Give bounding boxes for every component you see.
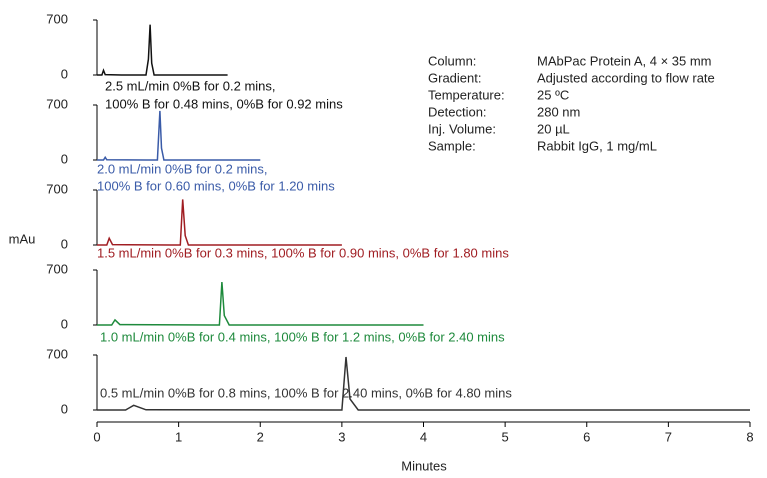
y-tick-label: 0: [61, 401, 68, 416]
x-tick-label: 2: [257, 429, 264, 444]
y-tick-label: 700: [46, 261, 68, 276]
info-value: MAbPac Protein A, 4 × 35 mm: [537, 53, 712, 68]
x-tick-label: 4: [420, 429, 427, 444]
y-tick-label: 0: [61, 151, 68, 166]
trace-label: 1.0 mL/min 0%B for 0.4 mins, 100% B for …: [100, 329, 505, 344]
info-key: Column:: [428, 53, 476, 68]
info-value: 20 µL: [537, 121, 570, 136]
trace: [97, 281, 424, 326]
info-key: Detection:: [428, 104, 487, 119]
info-value: 25 ºC: [537, 87, 569, 102]
y-tick-label: 700: [46, 96, 68, 111]
info-key: Inj. Volume:: [428, 121, 496, 136]
x-axis-label: Minutes: [401, 458, 447, 473]
trace: [97, 356, 750, 411]
y-tick-label: 700: [46, 346, 68, 361]
trace: [97, 110, 261, 161]
x-tick-label: 6: [583, 429, 590, 444]
trace-label: 1.5 mL/min 0%B for 0.3 mins, 100% B for …: [97, 245, 509, 260]
trace: [97, 199, 342, 246]
x-tick-label: 3: [338, 429, 345, 444]
x-tick-label: 7: [665, 429, 672, 444]
x-tick-label: 5: [502, 429, 509, 444]
trace-label: 100% B for 0.60 mins, 0%B for 1.20 mins: [97, 178, 335, 193]
y-tick-label: 0: [61, 66, 68, 81]
info-value: 280 nm: [537, 104, 580, 119]
x-tick-label: 8: [746, 429, 753, 444]
trace-label: 100% B for 0.48 mins, 0%B for 0.92 mins: [105, 96, 343, 111]
y-tick-label: 0: [61, 236, 68, 251]
info-value: Rabbit IgG, 1 mg/mL: [537, 138, 657, 153]
info-key: Gradient:: [428, 70, 481, 85]
trace: [97, 24, 228, 76]
info-key: Sample:: [428, 138, 476, 153]
y-tick-label: 0: [61, 316, 68, 331]
y-tick-label: 700: [46, 11, 68, 26]
x-tick-label: 0: [93, 429, 100, 444]
trace-label: 2.0 mL/min 0%B for 0.2 mins,: [97, 161, 268, 176]
info-key: Temperature:: [428, 87, 505, 102]
x-tick-label: 1: [175, 429, 182, 444]
y-tick-label: 700: [46, 181, 68, 196]
trace-label: 2.5 mL/min 0%B for 0.2 mins,: [105, 78, 276, 93]
trace-label: 0.5 mL/min 0%B for 0.8 mins, 100% B for …: [100, 385, 512, 400]
y-axis-label: mAu: [9, 231, 36, 246]
info-value: Adjusted according to flow rate: [537, 70, 715, 85]
